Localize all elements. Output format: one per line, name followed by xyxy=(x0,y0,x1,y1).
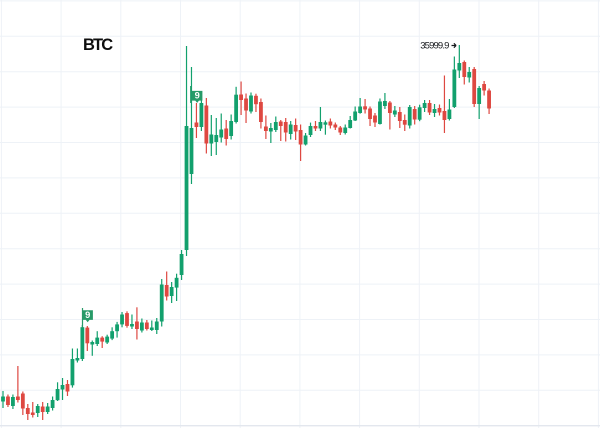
svg-text:9: 9 xyxy=(195,91,200,101)
svg-text:35999.9: 35999.9 xyxy=(420,41,449,52)
svg-text:9: 9 xyxy=(85,310,90,320)
svg-text:BTC: BTC xyxy=(83,36,113,54)
